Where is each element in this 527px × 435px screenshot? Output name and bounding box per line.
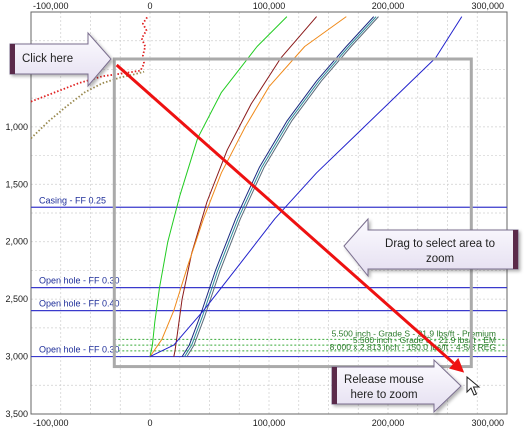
callout-drag-text-line2: zoom	[426, 253, 454, 265]
x-tick-label-bottom: 300,000	[471, 418, 504, 428]
x-tick-label-bottom: -100,000	[33, 418, 69, 428]
series-line	[184, 16, 377, 357]
callout-click-here	[9, 31, 112, 88]
tubing-line-label: 8.000 x 2.813 inch - 150.0 lbs/ft - 4-5/…	[330, 342, 496, 352]
y-tick-label: 1,500	[5, 179, 28, 189]
callout-drag-text-line1: Drag to select area to	[385, 238, 495, 250]
callout-release-text-line1: Release mouse	[344, 374, 424, 386]
callout-release-mouse	[331, 358, 462, 414]
x-tick-label-bottom: 100,000	[253, 418, 286, 428]
x-tick-label-top: 200,000	[372, 1, 405, 11]
x-tick-label-top: 300,000	[471, 1, 504, 11]
callout-accent-bar	[10, 44, 15, 74]
x-tick-label-bottom: 200,000	[372, 418, 405, 428]
y-tick-label: 3,500	[5, 409, 28, 419]
y-tick-label: 3,000	[5, 352, 28, 362]
callout-accent-bar	[332, 367, 337, 404]
grid	[30, 11, 508, 415]
series-line	[181, 16, 375, 357]
x-tick-label-top: 100,000	[253, 1, 286, 11]
x-axis-tick-labels: -100,000 -100,000 0 0 100,000 100,000 200,000 2…	[33, 1, 504, 428]
callout-accent-bar	[513, 230, 518, 269]
drag-arrow	[115, 63, 465, 373]
series-line	[149, 16, 347, 357]
tubing-lines: 5.500 inch - Grade S - 21.9 lbs/ft - Pre…	[114, 328, 507, 352]
tubing-line-label: 5.500 inch - Grade S - 21.9 lbs/ft - EM	[353, 335, 496, 345]
reference-line-label: Open hole - FF 0.30	[39, 276, 120, 286]
y-tick-label: 2,500	[5, 294, 28, 304]
x-tick-label-top: -100,000	[33, 1, 69, 11]
series-lines	[30, 16, 463, 358]
series-line	[30, 16, 149, 103]
callout-release-text-line2: here to zoom	[350, 389, 417, 401]
y-tick-label: 2,000	[5, 237, 28, 247]
series-line	[186, 16, 379, 357]
reference-line-label: Open hole - FF 0.40	[39, 299, 120, 309]
x-tick-label-top: 0	[147, 1, 152, 11]
zoom-selection-box[interactable]	[112, 57, 473, 369]
reference-line-label: Casing - FF 0.25	[39, 195, 106, 205]
series-line	[149, 16, 463, 358]
series-line	[149, 16, 288, 357]
callout-click-text: Click here	[22, 53, 73, 65]
x-tick-label-bottom: 0	[147, 418, 152, 428]
reference-line-label: Open hole - FF 0.30	[39, 345, 120, 355]
plot-frame	[30, 11, 508, 415]
tubing-line-label: 5.500 inch - Grade S - 21.9 lbs/ft - Pre…	[332, 328, 496, 338]
mouse-cursor-icon	[466, 375, 481, 396]
y-tick-label: 1,000	[5, 122, 28, 132]
horizontal-reference-lines: Casing - FF 0.25 Open hole - FF 0.30 Open …	[31, 195, 507, 358]
series-line	[30, 70, 145, 139]
